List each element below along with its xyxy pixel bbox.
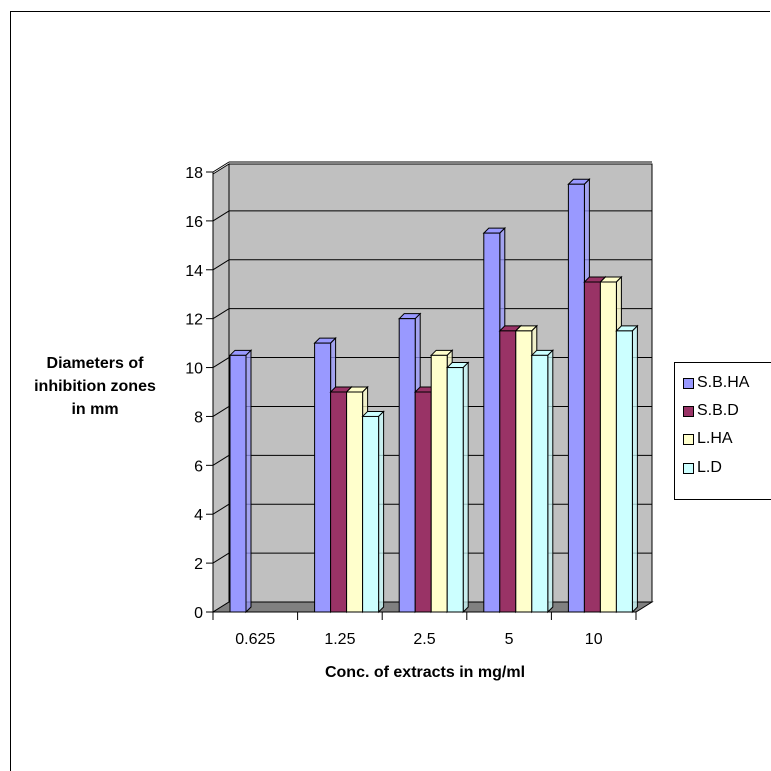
bar bbox=[446, 367, 464, 613]
gridline-side bbox=[212, 259, 230, 271]
bar bbox=[599, 281, 617, 613]
legend-label: L.D bbox=[697, 459, 722, 476]
bar-side bbox=[378, 410, 385, 614]
y-tick-label: 12 bbox=[185, 312, 203, 329]
bar bbox=[583, 281, 601, 613]
legend-item: L.D bbox=[683, 458, 722, 478]
gridline-side bbox=[212, 161, 230, 173]
y-tick-label: 10 bbox=[185, 361, 203, 378]
bar bbox=[362, 415, 380, 613]
legend-label: S.B.HA bbox=[697, 374, 750, 391]
gridline-side bbox=[212, 357, 230, 368]
bar-side bbox=[547, 349, 554, 614]
bar bbox=[615, 330, 633, 613]
bar bbox=[531, 354, 549, 613]
y-tick-label: 4 bbox=[194, 507, 203, 524]
gridline-side bbox=[212, 454, 230, 466]
y-tick-label: 16 bbox=[185, 214, 203, 231]
bar bbox=[430, 354, 448, 613]
legend-item: S.B.D bbox=[683, 401, 739, 421]
bar bbox=[346, 391, 364, 613]
bar bbox=[229, 354, 247, 613]
legend: S.B.HA S.B.D L.HA L.D bbox=[674, 362, 771, 500]
y-tick-label: 0 bbox=[194, 605, 203, 622]
bar bbox=[414, 391, 432, 613]
chart-frame bbox=[10, 11, 770, 771]
y-tick-label: 18 bbox=[185, 165, 203, 182]
bar bbox=[499, 330, 517, 613]
bar bbox=[483, 232, 501, 613]
y-tick-label: 2 bbox=[194, 556, 203, 573]
x-tick-label: 1.25 bbox=[324, 631, 355, 648]
x-tick-label: 5 bbox=[505, 631, 514, 648]
y-tick-label: 14 bbox=[185, 263, 203, 280]
gridline-side bbox=[212, 308, 230, 320]
x-tick-label: 2.5 bbox=[413, 631, 435, 648]
legend-item: S.B.HA bbox=[683, 373, 749, 393]
bar-side bbox=[631, 324, 638, 614]
legend-item: L.HA bbox=[683, 429, 733, 449]
legend-swatch bbox=[683, 405, 694, 417]
x-tick-label: 0.625 bbox=[235, 631, 275, 648]
legend-label: L.HA bbox=[697, 430, 733, 447]
y-tick-label: 6 bbox=[194, 458, 203, 475]
legend-swatch bbox=[683, 377, 694, 389]
x-tick-label: 10 bbox=[585, 631, 603, 648]
gridline-side bbox=[212, 552, 230, 564]
bar bbox=[330, 391, 348, 613]
bar-side bbox=[245, 349, 252, 614]
plot-side-wall bbox=[212, 163, 230, 613]
bar bbox=[567, 183, 585, 613]
bar-side bbox=[462, 361, 469, 614]
y-tick-label: 8 bbox=[194, 409, 203, 426]
x-axis-label: Conc. of extracts in mg/ml bbox=[324, 664, 526, 681]
bar bbox=[314, 342, 332, 613]
legend-swatch bbox=[683, 462, 694, 474]
gridline-side bbox=[212, 406, 230, 417]
gridline-side bbox=[212, 210, 230, 222]
legend-label: S.B.D bbox=[697, 402, 739, 419]
y-axis-label: Diameters of inhibition zones in mm bbox=[34, 355, 156, 418]
legend-swatch bbox=[683, 433, 694, 445]
bar bbox=[398, 318, 416, 613]
gridline-side bbox=[212, 503, 230, 515]
bar bbox=[515, 330, 533, 613]
